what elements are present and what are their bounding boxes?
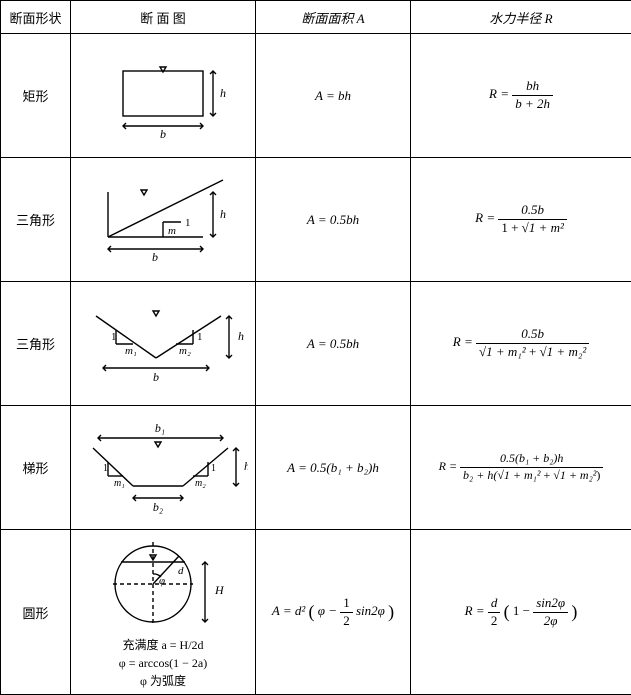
row-trap: 梯形	[1, 406, 631, 530]
tri2-m2: m₂	[179, 345, 191, 357]
header-row: 断面形状 断 面 图 断面面积 A 水力半径 R	[1, 1, 631, 34]
trap-area-eq: A = 0.5(b₁ + b₂)h	[287, 460, 379, 475]
trap-b1: b₁	[155, 421, 165, 435]
circ-r-rp: )	[571, 602, 577, 622]
rect-r-num: bh	[512, 79, 553, 96]
tri1-radius: R = 0.5b 1 + √1 + m²	[411, 158, 631, 282]
th-radius: 水力半径 R	[411, 1, 631, 34]
circ-diagram: d φ H 充满度 a = H/2d φ = arccos(1 − 2a) φ …	[71, 530, 256, 695]
row-rect: 矩形 b h A = bh	[1, 34, 631, 158]
row-circ: 圆形 d φ H	[1, 530, 631, 695]
circ-notes: 充满度 a = H/2d φ = arccos(1 − 2a) φ 为弧度	[73, 636, 253, 690]
tri1-one: 1	[185, 217, 191, 229]
circ-a-lhs: A = d²	[272, 603, 305, 618]
circ-a-rp: )	[388, 602, 394, 622]
circ-r-d2d: 2	[488, 613, 501, 629]
tri2-r-s2r: 1 + m₂²	[547, 344, 587, 359]
th-radius-text: 水力半径 R	[489, 11, 552, 26]
tri2-r-s1r: 1 + m₁²	[486, 344, 526, 359]
tri2-one-r: 1	[197, 331, 203, 343]
trap-area: A = 0.5(b₁ + b₂)h	[256, 406, 411, 530]
circ-note1: 充满度 a = H/2d	[73, 636, 253, 654]
trap-r-plus: +	[540, 468, 553, 482]
row-tri1: 三角形	[1, 158, 631, 282]
tri2-area-eq: A = 0.5bh	[307, 336, 359, 351]
trap-r-s2r: 1 + m₂²	[560, 468, 597, 482]
rect-area: A = bh	[256, 34, 411, 158]
circ-phi: φ	[159, 575, 165, 587]
trap-diagram: b₁ b₂ 1 m₁ 1 m₂ h	[71, 406, 256, 530]
tri1-area: A = 0.5bh	[256, 158, 411, 282]
trap-one-l: 1	[103, 463, 108, 474]
circ-a-lp: (	[309, 602, 315, 622]
tri2-radius: R = 0.5b √1 + m₁² + √1 + m₂²	[411, 282, 631, 406]
circ-a-hn: 1	[340, 596, 353, 613]
rect-area-eq: A = bh	[315, 88, 351, 103]
circ-r-lp: (	[504, 602, 510, 622]
tri1-r-lhs: R =	[475, 210, 495, 225]
trap-r-s1p: √	[497, 468, 504, 482]
circ-r-fd: 2φ	[533, 613, 568, 629]
circ-a-tail: sin2φ	[356, 603, 385, 618]
tri1-diagram: b h m 1	[71, 158, 256, 282]
tri1-m: m	[168, 225, 176, 237]
circ-a-hd: 2	[340, 613, 353, 629]
tri1-h: h	[220, 207, 226, 221]
trap-r-lhs: R =	[439, 459, 457, 473]
tri2-r-num: 0.5b	[476, 327, 589, 344]
circ-note3: φ 为弧度	[73, 672, 253, 690]
circ-a-phi: φ −	[318, 603, 340, 618]
circ-note2: φ = arccos(1 − 2a)	[73, 654, 253, 672]
trap-radius: R = 0.5(b₁ + b₂)h b₂ + h(√1 + m₁² + √1 +…	[411, 406, 631, 530]
tri2-r-plus: +	[526, 344, 540, 359]
tri2-h: h	[238, 329, 244, 343]
trap-r-dpost: )	[596, 468, 600, 482]
circ-radius: R = d 2 ( 1 − sin2φ 2φ )	[411, 530, 631, 695]
tri2-one-l: 1	[111, 331, 117, 343]
tri1-r-den-pre: 1 + √	[501, 220, 528, 235]
rect-h-label: h	[220, 86, 226, 100]
rect-r-den: b + 2h	[512, 96, 553, 112]
circ-H: H	[214, 583, 225, 597]
rect-r-lhs: R =	[489, 86, 509, 101]
trap-r-dpre: b₂ + h(	[463, 468, 497, 482]
circ-r-fn: sin2φ	[533, 596, 568, 613]
rect-radius: R = bh b + 2h	[411, 34, 631, 158]
trap-r-num: 0.5(b₁ + b₂)h	[460, 452, 603, 468]
tri2-diagram: 1 m₁ 1 m₂ h b	[71, 282, 256, 406]
circ-r-one: 1 −	[513, 603, 533, 618]
rect-name: 矩形	[1, 34, 71, 158]
trap-b2: b₂	[153, 500, 163, 514]
trap-r-s2p: √	[553, 468, 560, 482]
trap-one-r: 1	[211, 463, 216, 474]
tri1-area-eq: A = 0.5bh	[307, 212, 359, 227]
row-tri2: 三角形	[1, 282, 631, 406]
tri2-m1: m₁	[125, 345, 137, 357]
trap-h: h	[244, 459, 248, 473]
th-area: 断面面积 A	[256, 1, 411, 34]
tri1-r-num: 0.5b	[498, 203, 567, 220]
tri2-r-lhs: R =	[453, 334, 473, 349]
tri1-name: 三角形	[1, 158, 71, 282]
circ-r-d2n: d	[488, 596, 501, 613]
th-shape: 断面形状	[1, 1, 71, 34]
rect-diagram: b h	[71, 34, 256, 158]
trap-name: 梯形	[1, 406, 71, 530]
tri2-area: A = 0.5bh	[256, 282, 411, 406]
trap-r-s1r: 1 + m₁²	[504, 468, 541, 482]
circ-area: A = d² ( φ − 1 2 sin2φ )	[256, 530, 411, 695]
circ-r-lhs: R =	[465, 603, 485, 618]
rect-b-label: b	[160, 127, 166, 141]
tri1-b: b	[152, 250, 158, 264]
trap-m2: m₂	[195, 478, 206, 489]
tri1-r-den-rad: 1 + m²	[529, 220, 564, 235]
th-diagram: 断 面 图	[71, 1, 256, 34]
circ-name: 圆形	[1, 530, 71, 695]
tri2-b: b	[153, 370, 159, 384]
circ-d: d	[178, 565, 184, 577]
trap-m1: m₁	[114, 478, 125, 489]
tri2-name: 三角形	[1, 282, 71, 406]
tri2-r-s2p: √	[540, 344, 547, 359]
th-area-text: 断面面积 A	[301, 11, 364, 26]
